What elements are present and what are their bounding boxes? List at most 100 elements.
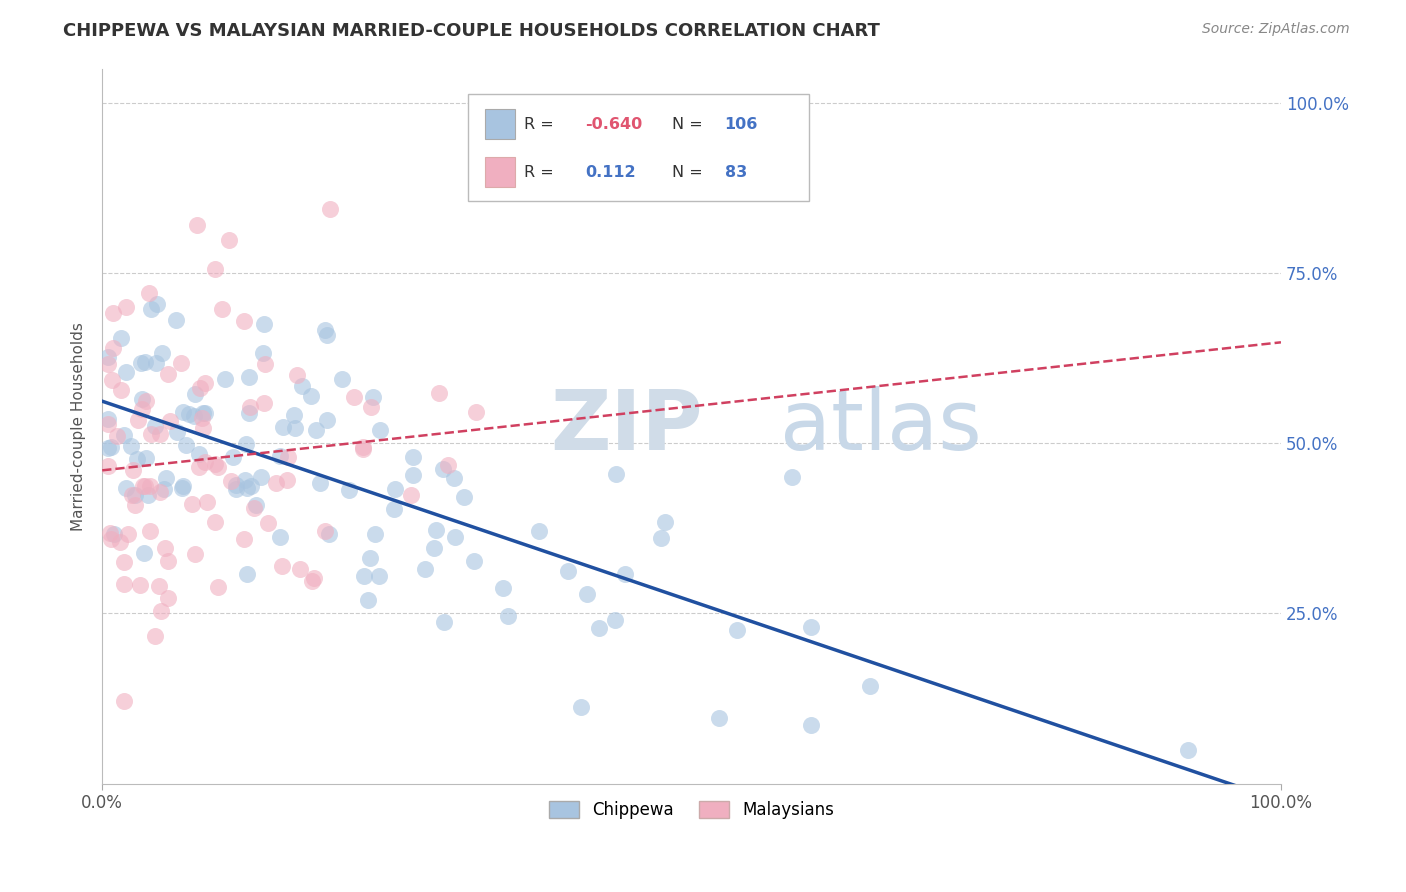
Point xyxy=(302,571,325,585)
Point xyxy=(780,469,803,483)
Point xyxy=(156,367,179,381)
Point xyxy=(359,550,381,565)
Point xyxy=(135,451,157,466)
Point xyxy=(232,313,254,327)
Point xyxy=(188,381,211,395)
Point xyxy=(139,479,162,493)
Point xyxy=(131,392,153,406)
Bar xyxy=(485,157,515,187)
Point xyxy=(318,526,340,541)
Point xyxy=(236,481,259,495)
Point xyxy=(402,468,425,483)
Point xyxy=(236,567,259,582)
Point xyxy=(166,425,188,440)
Point xyxy=(132,546,155,560)
Point xyxy=(191,406,214,420)
Point xyxy=(145,296,167,310)
Point xyxy=(204,515,226,529)
Point xyxy=(194,455,217,469)
Point xyxy=(242,500,264,515)
Point xyxy=(337,483,360,497)
Point xyxy=(184,387,207,401)
Point xyxy=(569,699,592,714)
Point xyxy=(143,419,166,434)
Point xyxy=(135,393,157,408)
Point xyxy=(364,527,387,541)
Point xyxy=(138,286,160,301)
Point xyxy=(249,469,271,483)
Point xyxy=(225,478,247,492)
Point xyxy=(288,562,311,576)
Point xyxy=(423,541,446,556)
Point xyxy=(463,554,485,568)
Point xyxy=(367,569,389,583)
Point xyxy=(139,524,162,538)
Point xyxy=(453,490,475,504)
Point xyxy=(204,457,226,471)
Point xyxy=(101,373,124,387)
Point xyxy=(145,356,167,370)
Point xyxy=(194,376,217,391)
Point xyxy=(614,567,637,582)
Text: 83: 83 xyxy=(724,165,747,179)
Point xyxy=(122,463,145,477)
Point xyxy=(211,301,233,316)
Point xyxy=(399,487,422,501)
Point xyxy=(270,558,292,573)
Point xyxy=(103,306,125,320)
Point xyxy=(304,423,326,437)
Point xyxy=(155,471,177,485)
Point xyxy=(97,411,120,425)
Point xyxy=(253,317,276,331)
Point xyxy=(121,488,143,502)
Point xyxy=(284,420,307,434)
Point xyxy=(100,440,122,454)
Point xyxy=(186,218,208,232)
Point xyxy=(181,497,204,511)
Point xyxy=(800,620,823,634)
Point xyxy=(443,530,465,544)
Point xyxy=(150,604,173,618)
Point xyxy=(101,341,124,355)
Point xyxy=(239,479,262,493)
Point xyxy=(97,459,120,474)
Point xyxy=(266,476,288,491)
Point xyxy=(254,357,277,371)
Point xyxy=(276,473,298,487)
Text: CHIPPEWA VS MALAYSIAN MARRIED-COUPLE HOUSEHOLDS CORRELATION CHART: CHIPPEWA VS MALAYSIAN MARRIED-COUPLE HOU… xyxy=(63,22,880,40)
Point xyxy=(277,450,299,465)
Point xyxy=(425,523,447,537)
Point xyxy=(110,383,132,397)
Point xyxy=(131,401,153,416)
Point xyxy=(172,405,194,419)
Point xyxy=(188,459,211,474)
Point xyxy=(159,414,181,428)
Point xyxy=(384,502,406,516)
Point xyxy=(207,459,229,474)
Point xyxy=(129,578,152,592)
Point xyxy=(253,396,276,410)
Point xyxy=(318,202,340,216)
Point xyxy=(195,495,218,509)
Bar xyxy=(485,110,515,139)
Point xyxy=(115,482,138,496)
Point xyxy=(174,438,197,452)
Point xyxy=(105,429,128,443)
Point xyxy=(283,408,305,422)
Point xyxy=(97,417,120,432)
Point xyxy=(219,474,242,488)
Point xyxy=(97,357,120,371)
Point xyxy=(139,427,162,442)
Point xyxy=(309,475,332,490)
Text: R =: R = xyxy=(524,117,554,132)
Point xyxy=(132,479,155,493)
Point xyxy=(112,577,135,591)
Point xyxy=(153,483,176,497)
Point xyxy=(603,613,626,627)
Point xyxy=(314,323,336,337)
Point xyxy=(190,411,212,425)
Point xyxy=(112,427,135,442)
Point xyxy=(127,412,149,426)
Point xyxy=(125,451,148,466)
Point xyxy=(859,680,882,694)
